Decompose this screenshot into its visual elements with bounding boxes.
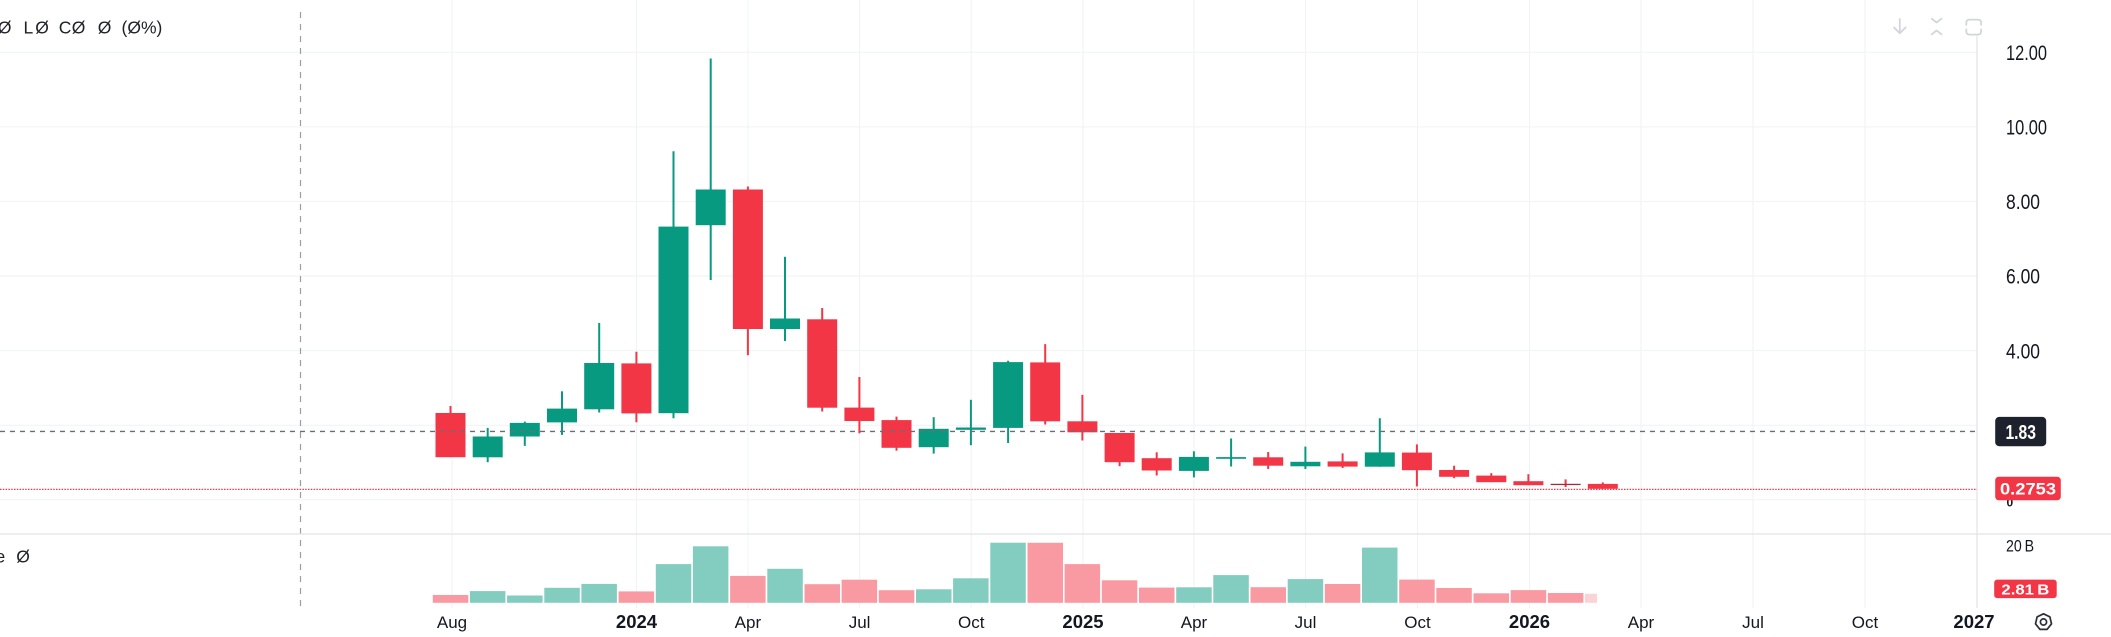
svg-text:2026: 2026 <box>1509 611 1550 632</box>
svg-text:Oct: Oct <box>1404 613 1431 632</box>
svg-text:6.00: 6.00 <box>2006 265 2040 289</box>
svg-text:Ø: Ø <box>16 547 30 567</box>
svg-text:4.00: 4.00 <box>2006 339 2040 363</box>
svg-text:2025: 2025 <box>1062 611 1103 632</box>
svg-text:Ø: Ø <box>0 18 12 38</box>
svg-text:0: 0 <box>2007 496 2014 510</box>
svg-text:(Ø%): (Ø%) <box>122 18 163 38</box>
svg-text:Oct: Oct <box>1852 613 1879 632</box>
svg-text:20 B: 20 B <box>2006 536 2034 555</box>
svg-text:Apr: Apr <box>1628 613 1655 632</box>
svg-text:2.81 B: 2.81 B <box>2001 581 2049 598</box>
svg-text:0.2753: 0.2753 <box>2000 480 2056 499</box>
svg-text:Jul: Jul <box>1295 613 1317 632</box>
svg-text:Apr: Apr <box>1181 613 1208 632</box>
svg-text:Jul: Jul <box>849 613 871 632</box>
svg-text:Aug: Aug <box>437 613 467 632</box>
svg-text:C: C <box>59 18 72 38</box>
svg-text:10.00: 10.00 <box>2006 116 2047 140</box>
svg-text:Apr: Apr <box>735 613 762 632</box>
svg-text:12.00: 12.00 <box>2006 41 2047 65</box>
svg-text:Jul: Jul <box>1742 613 1764 632</box>
svg-text:Ø: Ø <box>35 18 49 38</box>
svg-text:L: L <box>24 18 34 38</box>
svg-text:8.00: 8.00 <box>2006 190 2040 214</box>
svg-text:e: e <box>0 547 5 567</box>
svg-text:Ø: Ø <box>72 18 86 38</box>
svg-text:2027: 2027 <box>1953 611 1994 632</box>
svg-text:1.83: 1.83 <box>2005 422 2036 444</box>
svg-text:2024: 2024 <box>616 611 658 632</box>
svg-text:Oct: Oct <box>958 613 985 632</box>
svg-text:Ø: Ø <box>98 18 112 38</box>
